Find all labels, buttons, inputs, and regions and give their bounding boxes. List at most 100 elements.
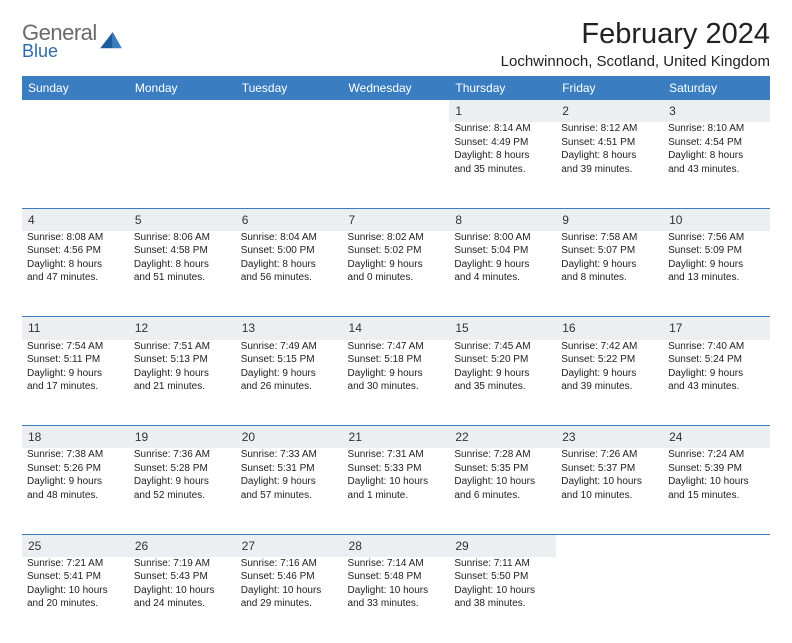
daylight-text: Daylight: 8 hours	[454, 149, 551, 163]
sunrise-text: Sunrise: 7:56 AM	[668, 231, 765, 245]
day-cell: Sunrise: 7:38 AMSunset: 5:26 PMDaylight:…	[22, 448, 129, 534]
day-cell: Sunrise: 7:11 AMSunset: 5:50 PMDaylight:…	[449, 557, 556, 643]
daylight-text: and 57 minutes.	[241, 489, 338, 503]
day-number: 20	[236, 426, 343, 449]
day-cell: Sunrise: 7:40 AMSunset: 5:24 PMDaylight:…	[663, 340, 770, 426]
day-number: 5	[129, 208, 236, 231]
daylight-text: Daylight: 8 hours	[134, 258, 231, 272]
day-number: 19	[129, 426, 236, 449]
daylight-text: Daylight: 9 hours	[348, 367, 445, 381]
daylight-text: Daylight: 8 hours	[668, 149, 765, 163]
day-number	[556, 534, 663, 557]
day-cell: Sunrise: 7:16 AMSunset: 5:46 PMDaylight:…	[236, 557, 343, 643]
day-number: 11	[22, 317, 129, 340]
sunset-text: Sunset: 5:00 PM	[241, 244, 338, 258]
day-number: 8	[449, 208, 556, 231]
sunset-text: Sunset: 5:41 PM	[27, 570, 124, 584]
sunrise-text: Sunrise: 7:21 AM	[27, 557, 124, 571]
sunrise-text: Sunrise: 7:33 AM	[241, 448, 338, 462]
day-cell: Sunrise: 8:06 AMSunset: 4:58 PMDaylight:…	[129, 231, 236, 317]
day-header: Monday	[129, 76, 236, 100]
daynum-row: 18192021222324	[22, 426, 770, 449]
daylight-text: and 56 minutes.	[241, 271, 338, 285]
daylight-text: Daylight: 10 hours	[27, 584, 124, 598]
day-number: 3	[663, 100, 770, 122]
day-header: Sunday	[22, 76, 129, 100]
daylight-text: and 43 minutes.	[668, 380, 765, 394]
daylight-text: Daylight: 9 hours	[241, 367, 338, 381]
day-cell	[343, 122, 450, 208]
day-header: Friday	[556, 76, 663, 100]
daylight-text: Daylight: 10 hours	[348, 475, 445, 489]
daylight-text: Daylight: 9 hours	[134, 475, 231, 489]
daylight-text: Daylight: 8 hours	[27, 258, 124, 272]
sunrise-text: Sunrise: 7:26 AM	[561, 448, 658, 462]
daylight-text: and 35 minutes.	[454, 380, 551, 394]
sunrise-text: Sunrise: 8:04 AM	[241, 231, 338, 245]
sunrise-text: Sunrise: 7:54 AM	[27, 340, 124, 354]
day-cell: Sunrise: 8:14 AMSunset: 4:49 PMDaylight:…	[449, 122, 556, 208]
sunrise-text: Sunrise: 7:47 AM	[348, 340, 445, 354]
daylight-text: Daylight: 9 hours	[561, 258, 658, 272]
daylight-text: Daylight: 9 hours	[27, 367, 124, 381]
day-cell: Sunrise: 8:10 AMSunset: 4:54 PMDaylight:…	[663, 122, 770, 208]
header: General Blue February 2024 Lochwinnoch, …	[22, 18, 770, 70]
sunset-text: Sunset: 5:13 PM	[134, 353, 231, 367]
sunset-text: Sunset: 4:56 PM	[27, 244, 124, 258]
sunset-text: Sunset: 4:54 PM	[668, 136, 765, 150]
daylight-text: and 10 minutes.	[561, 489, 658, 503]
daynum-row: 123	[22, 100, 770, 122]
day-number: 9	[556, 208, 663, 231]
day-number: 22	[449, 426, 556, 449]
day-cell: Sunrise: 7:14 AMSunset: 5:48 PMDaylight:…	[343, 557, 450, 643]
daylight-text: Daylight: 10 hours	[561, 475, 658, 489]
sunrise-text: Sunrise: 7:49 AM	[241, 340, 338, 354]
sunrise-text: Sunrise: 8:02 AM	[348, 231, 445, 245]
daylight-text: Daylight: 9 hours	[241, 475, 338, 489]
day-cell: Sunrise: 7:31 AMSunset: 5:33 PMDaylight:…	[343, 448, 450, 534]
daylight-text: and 38 minutes.	[454, 597, 551, 611]
daynum-row: 2526272829	[22, 534, 770, 557]
daylight-text: and 21 minutes.	[134, 380, 231, 394]
day-cell	[22, 122, 129, 208]
daylight-text: and 1 minute.	[348, 489, 445, 503]
day-number	[22, 100, 129, 122]
day-number: 29	[449, 534, 556, 557]
sunset-text: Sunset: 5:04 PM	[454, 244, 551, 258]
daylight-text: Daylight: 8 hours	[241, 258, 338, 272]
daylight-text: and 48 minutes.	[27, 489, 124, 503]
daylight-text: Daylight: 10 hours	[348, 584, 445, 598]
day-cell: Sunrise: 8:00 AMSunset: 5:04 PMDaylight:…	[449, 231, 556, 317]
day-number: 2	[556, 100, 663, 122]
day-cell: Sunrise: 7:26 AMSunset: 5:37 PMDaylight:…	[556, 448, 663, 534]
daylight-text: Daylight: 9 hours	[668, 258, 765, 272]
daylight-text: and 4 minutes.	[454, 271, 551, 285]
daylight-text: and 51 minutes.	[134, 271, 231, 285]
day-cell	[663, 557, 770, 643]
day-header-row: SundayMondayTuesdayWednesdayThursdayFrid…	[22, 76, 770, 100]
sunset-text: Sunset: 5:46 PM	[241, 570, 338, 584]
sunset-text: Sunset: 5:39 PM	[668, 462, 765, 476]
daylight-text: and 26 minutes.	[241, 380, 338, 394]
daylight-text: and 29 minutes.	[241, 597, 338, 611]
sunrise-text: Sunrise: 7:38 AM	[27, 448, 124, 462]
daylight-text: Daylight: 9 hours	[134, 367, 231, 381]
day-cell: Sunrise: 7:21 AMSunset: 5:41 PMDaylight:…	[22, 557, 129, 643]
day-number: 10	[663, 208, 770, 231]
daylight-text: Daylight: 10 hours	[134, 584, 231, 598]
day-cell	[129, 122, 236, 208]
sunrise-text: Sunrise: 7:28 AM	[454, 448, 551, 462]
day-cell: Sunrise: 7:36 AMSunset: 5:28 PMDaylight:…	[129, 448, 236, 534]
daylight-text: and 17 minutes.	[27, 380, 124, 394]
logo-word2: Blue	[22, 42, 97, 60]
day-cell: Sunrise: 8:12 AMSunset: 4:51 PMDaylight:…	[556, 122, 663, 208]
daylight-text: Daylight: 10 hours	[241, 584, 338, 598]
daylight-text: and 0 minutes.	[348, 271, 445, 285]
daylight-text: Daylight: 9 hours	[348, 258, 445, 272]
day-cell: Sunrise: 7:47 AMSunset: 5:18 PMDaylight:…	[343, 340, 450, 426]
day-number: 25	[22, 534, 129, 557]
day-cell: Sunrise: 7:45 AMSunset: 5:20 PMDaylight:…	[449, 340, 556, 426]
day-number: 27	[236, 534, 343, 557]
sunset-text: Sunset: 5:31 PM	[241, 462, 338, 476]
sunrise-text: Sunrise: 7:24 AM	[668, 448, 765, 462]
